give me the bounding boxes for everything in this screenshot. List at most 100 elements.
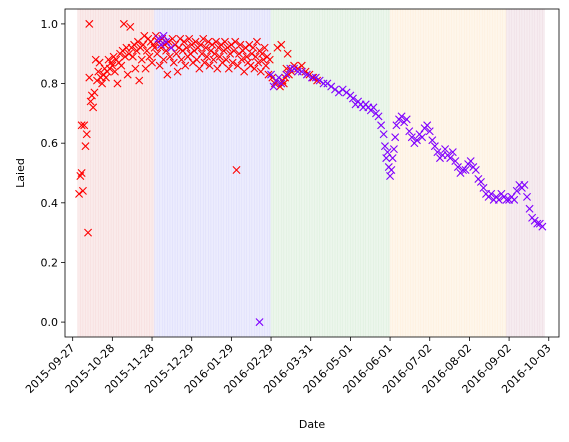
data-point (163, 70, 172, 79)
y-axis: 0.0 0.2 0.4 0.6 0.8 1.0 (41, 18, 65, 329)
data-point (246, 61, 255, 70)
data-points (75, 19, 547, 327)
data-point (101, 73, 110, 82)
data-point (383, 148, 392, 157)
data-point (241, 43, 250, 52)
data-point (162, 37, 171, 46)
x-axis-label: Date (299, 418, 326, 431)
data-point (130, 40, 139, 49)
data-point (369, 103, 378, 112)
data-point (293, 67, 302, 76)
data-point (200, 58, 209, 67)
data-point (77, 121, 86, 130)
data-point (206, 46, 215, 55)
data-point (277, 40, 286, 49)
data-point (86, 97, 95, 106)
data-point (389, 145, 398, 154)
data-point (126, 22, 135, 31)
data-point (209, 55, 218, 64)
background-band (390, 9, 507, 337)
data-point (131, 64, 140, 73)
data-point (388, 154, 397, 163)
data-point (392, 121, 401, 130)
plot-frame (64, 8, 560, 338)
data-point (168, 34, 177, 43)
data-point (453, 163, 462, 172)
data-point (123, 70, 132, 79)
data-point (223, 43, 232, 52)
data-point (119, 19, 128, 28)
data-point (255, 318, 264, 327)
data-point (77, 169, 86, 177)
data-point (348, 94, 357, 103)
data-point (215, 52, 224, 61)
data-point (397, 112, 406, 121)
data-point (461, 166, 470, 175)
data-point (128, 52, 137, 61)
data-point (94, 67, 103, 76)
data-point (188, 58, 197, 67)
data-point (451, 157, 460, 166)
data-point (148, 58, 157, 67)
data-point (190, 46, 199, 55)
background-band (271, 9, 391, 337)
data-point (203, 52, 212, 61)
data-point (512, 186, 521, 195)
data-point (290, 61, 299, 70)
data-point (319, 79, 328, 88)
data-point (118, 46, 127, 55)
data-point (476, 177, 485, 186)
data-point (174, 43, 183, 52)
data-point (249, 43, 258, 52)
data-point (245, 40, 254, 49)
data-point (164, 37, 173, 46)
data-point (459, 166, 468, 175)
data-point (297, 61, 306, 70)
data-point (89, 103, 98, 112)
data-point (446, 154, 455, 163)
y-tick-label: 0.0 (41, 316, 59, 329)
data-point (197, 49, 206, 58)
data-point (433, 148, 442, 157)
data-point (75, 189, 84, 198)
y-tick-label: 0.8 (41, 78, 59, 91)
data-point (141, 64, 150, 73)
data-point (145, 52, 154, 61)
data-point (226, 49, 235, 58)
data-point (260, 43, 269, 52)
data-point (222, 55, 231, 64)
data-point (173, 67, 182, 76)
data-point (235, 49, 244, 58)
data-point (250, 64, 259, 73)
data-point (269, 82, 278, 91)
data-point (267, 70, 276, 79)
data-point (187, 40, 196, 49)
data-point (327, 82, 336, 91)
data-point (377, 121, 386, 130)
data-point (113, 79, 122, 88)
data-point (259, 55, 268, 64)
data-point (165, 52, 174, 61)
data-point (219, 46, 228, 55)
data-point (261, 61, 270, 70)
data-point (117, 61, 126, 70)
data-point (302, 70, 311, 79)
data-point (387, 166, 396, 175)
data-point (323, 79, 332, 88)
y-tick-label: 1.0 (41, 18, 59, 31)
data-point (227, 40, 236, 49)
data-point (81, 142, 90, 151)
data-point (402, 115, 411, 124)
data-point (391, 133, 400, 142)
data-point (201, 43, 210, 52)
data-point (90, 88, 99, 97)
data-point (256, 67, 265, 76)
data-point (342, 88, 351, 97)
data-point (218, 58, 227, 67)
data-point (494, 195, 503, 204)
data-point (140, 31, 149, 40)
data-point (212, 37, 221, 46)
x-axis: 2015-09-272015-10-282015-11-282015-12-29… (23, 337, 554, 396)
data-point (186, 49, 195, 58)
data-point (208, 40, 217, 49)
